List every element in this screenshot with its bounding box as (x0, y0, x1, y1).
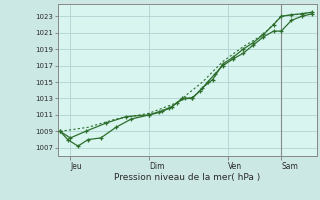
X-axis label: Pression niveau de la mer( hPa ): Pression niveau de la mer( hPa ) (114, 173, 260, 182)
